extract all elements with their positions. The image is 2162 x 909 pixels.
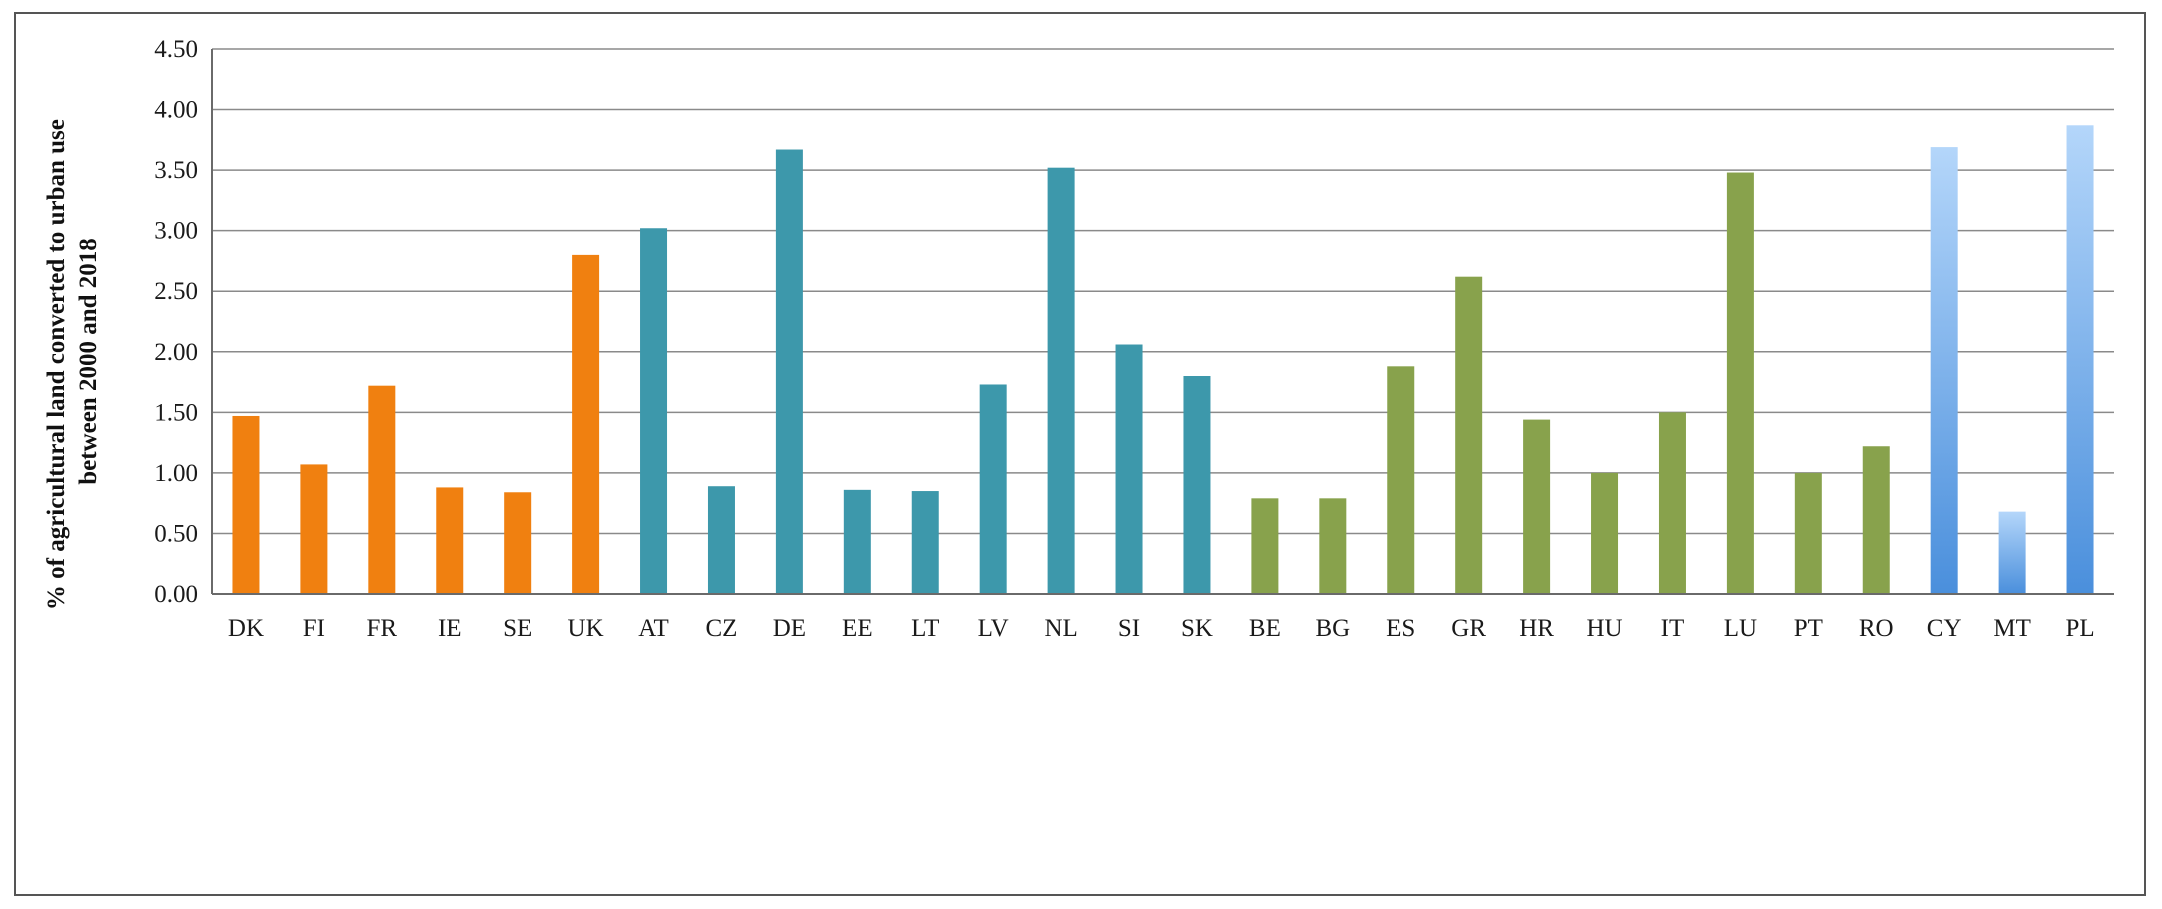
bar-it [1658,412,1686,594]
bar-be [1251,498,1279,594]
bar-gr [1455,276,1483,594]
x-tick-label: BG [1315,615,1350,642]
bar-cy [1930,147,1958,594]
chart-frame: 0.00 0.50 1.00 1.50 2.00 2.50 3.00 3.50 4.00 4.50… [14,12,2146,896]
bar-lv [979,384,1007,594]
x-tick-label: FR [367,615,398,642]
x-tick-labels: DK FI FR IE SE UK AT CZ DE EE LT LV NL SI SK BE BG ES GR HR… [228,615,2095,642]
y-tick-label: 1.00 [154,460,198,487]
y-tick-label: 1.50 [154,399,198,426]
bar-at [640,228,668,594]
x-tick-label: LU [1724,615,1757,642]
bar-si [1115,344,1143,594]
bar-bg [1319,498,1347,594]
x-tick-label: ES [1386,615,1415,642]
y-tick-label: 0.00 [154,581,198,608]
x-tick-label: IE [438,615,462,642]
bar-hr [1523,419,1551,594]
bar-chart: 0.00 0.50 1.00 1.50 2.00 2.50 3.00 3.50 4.00 4.50… [43,36,2114,642]
bar-nl [1047,167,1075,594]
bar-pl [2066,125,2094,595]
y-tick-label: 4.00 [154,97,198,124]
x-tick-label: GR [1451,615,1486,642]
x-tick-label: FI [303,615,325,642]
y-tick-label: 2.50 [154,278,198,305]
x-tick-label: SK [1181,615,1213,642]
y-tick-label: 3.50 [154,157,198,184]
x-tick-label: HU [1586,615,1622,642]
bar-ee [843,489,871,594]
y-tick-labels: 0.00 0.50 1.00 1.50 2.00 2.50 3.00 3.50 4.00 4.50 [154,36,198,608]
x-tick-label: LV [978,615,1009,642]
bars [232,125,2094,595]
y-axis-title-line-2: between 2000 and 2018 [75,238,102,485]
bar-sk [1183,376,1211,594]
x-tick-label: CZ [705,615,737,642]
axes [211,49,2114,595]
x-tick-label: MT [1993,615,2031,642]
y-axis-title: % of agricultural land converted to urba… [43,113,102,610]
x-tick-label: SI [1118,615,1140,642]
x-tick-label: IT [1661,615,1685,642]
x-tick-label: DK [228,615,264,642]
x-tick-label: BE [1249,615,1281,642]
y-tick-label: 4.50 [154,36,198,63]
x-tick-label: RO [1859,615,1894,642]
bar-pt [1794,472,1822,594]
x-tick-label: LT [911,615,939,642]
x-tick-label: CY [1927,615,1962,642]
bar-fi [300,464,328,594]
y-tick-label: 2.00 [154,339,198,366]
bar-de [775,149,803,594]
gridlines [212,48,2114,535]
x-tick-label: PT [1794,615,1823,642]
bar-ie [436,487,464,594]
x-tick-label: SE [503,615,532,642]
bar-lu [1726,172,1754,595]
x-tick-label: UK [568,615,604,642]
x-tick-label: PL [2065,615,2094,642]
bar-mt [1998,511,2026,594]
bar-ro [1862,446,1890,594]
x-tick-label: AT [638,615,669,642]
y-axis-title-line-1: % of agricultural land converted to urba… [43,119,70,610]
bar-hu [1591,472,1619,594]
x-tick-label: DE [773,615,806,642]
bar-cz [707,486,735,594]
y-tick-label: 0.50 [154,520,198,547]
x-tick-label: NL [1044,615,1077,642]
y-tick-label: 3.00 [154,218,198,245]
bar-es [1387,366,1415,594]
x-tick-label: HR [1519,615,1554,642]
bar-uk [572,254,600,594]
bar-lt [911,491,939,594]
x-tick-label: EE [842,615,873,642]
bar-dk [232,415,260,594]
bar-fr [368,385,396,594]
bar-se [504,492,532,594]
